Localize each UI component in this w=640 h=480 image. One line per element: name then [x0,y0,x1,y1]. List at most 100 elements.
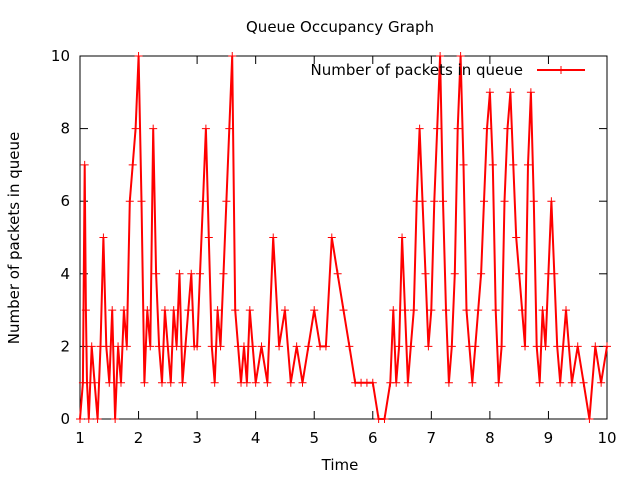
data-point [84,415,93,423]
x-tick-label: 7 [427,429,437,447]
data-point [263,378,272,387]
data-point [140,378,149,387]
data-point [389,306,398,315]
data-point [482,124,491,133]
data-point [532,342,541,351]
chart-title: Queue Occupancy Graph [246,18,434,36]
data-point [228,52,237,60]
data-point [556,378,565,387]
data-point [380,415,389,423]
x-axis-ticks: 1 2 3 4 5 6 7 8 9 10 [75,56,617,447]
data-point [181,342,190,351]
x-tick-label: 9 [544,429,554,447]
data-point [111,415,120,423]
x-tick-label: 4 [251,429,261,447]
data-point [535,378,544,387]
x-tick-label: 5 [309,429,319,447]
data-point [485,88,494,97]
data-point [573,342,582,351]
data-point [210,378,219,387]
data-point [292,342,301,351]
data-point [562,306,571,315]
data-point [102,342,111,351]
data-point [160,306,169,315]
data-point [585,415,594,423]
data-point [541,342,550,351]
data-point [321,342,330,351]
data-point [345,342,354,351]
data-point [564,342,573,351]
data-point [131,124,140,133]
data-point [439,197,448,206]
data-point [304,342,313,351]
series-line [79,55,608,420]
data-point [83,378,92,387]
y-tick-label: 8 [60,120,70,138]
data-point [178,378,187,387]
data-point [515,269,524,278]
data-point [99,233,108,242]
x-tick-label: 10 [597,429,616,447]
data-point [280,306,289,315]
data-point [298,378,307,387]
data-point [286,378,295,387]
data-point [400,306,409,315]
data-point [506,88,515,97]
data-point [603,342,611,351]
data-point [500,197,509,206]
data-point [509,160,518,169]
data-point [204,233,213,242]
y-tick-label: 10 [51,47,70,65]
data-point [547,197,556,206]
data-point [193,342,202,351]
data-point [529,197,538,206]
data-point [474,306,483,315]
data-point [242,378,251,387]
x-axis-label: Time [321,456,359,474]
data-point [450,269,459,278]
data-point [257,342,266,351]
x-tick-label: 6 [368,429,378,447]
data-point [480,197,489,206]
data-point [152,269,161,278]
data-point [137,197,146,206]
plot-frame [79,55,608,420]
legend-label: Number of packets in queue [311,61,524,79]
data-point [81,306,90,315]
data-point [105,378,114,387]
data-point [201,124,210,133]
data-point [310,306,319,315]
x-tick-label: 8 [485,429,495,447]
data-point [119,306,128,315]
data-point [90,378,99,387]
data-point [418,197,427,206]
data-point [143,306,152,315]
data-point [550,269,559,278]
data-point [225,124,234,133]
data-point [597,378,606,387]
x-tick-label: 3 [192,429,202,447]
data-point [395,342,404,351]
data-point [155,342,164,351]
data-point [196,269,205,278]
data-point [447,342,456,351]
data-point [579,378,588,387]
data-point [198,197,207,206]
data-point [327,233,336,242]
data-point [409,306,418,315]
data-point [146,342,155,351]
data-point [269,233,278,242]
legend: Number of packets in queue [311,61,585,79]
series-group [76,52,611,423]
data-point [157,378,166,387]
data-point [93,415,102,423]
data-point [333,269,342,278]
data-point [491,306,500,315]
data-point [468,378,477,387]
data-point [421,269,430,278]
data-point [149,124,158,133]
data-point [503,124,512,133]
data-point [477,269,486,278]
data-point [207,342,216,351]
